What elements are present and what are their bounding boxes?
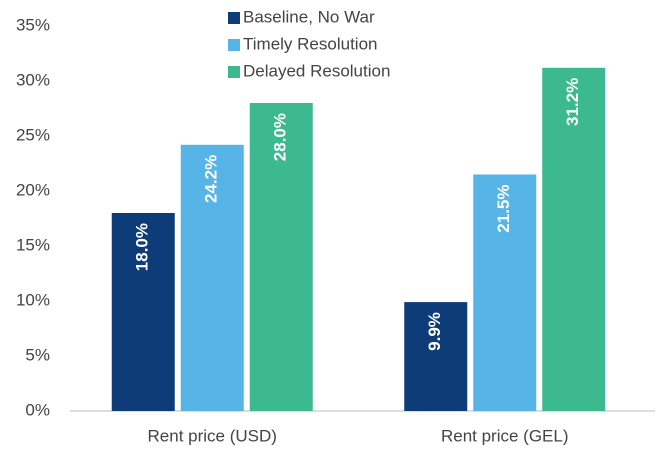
- y-tick-label: 0%: [25, 400, 50, 419]
- y-tick-label: 15%: [16, 235, 50, 254]
- data-label: 31.2%: [563, 78, 582, 126]
- bar: [180, 144, 244, 412]
- y-tick-label: 35%: [16, 15, 50, 34]
- legend-label: Delayed Resolution: [243, 61, 390, 80]
- legend-label: Baseline, No War: [243, 7, 375, 26]
- legend-label: Timely Resolution: [243, 34, 377, 53]
- y-tick-label: 30%: [16, 70, 50, 89]
- data-label: 18.0%: [133, 223, 152, 271]
- y-tick-label: 20%: [16, 180, 50, 199]
- y-tick-label: 5%: [25, 345, 50, 364]
- bar: [404, 302, 468, 411]
- y-tick-label: 25%: [16, 125, 50, 144]
- bar: [473, 174, 537, 411]
- data-label: 24.2%: [202, 155, 221, 203]
- data-label: 9.9%: [425, 312, 444, 351]
- x-tick-label: Rent price (USD): [148, 426, 277, 445]
- y-tick-label: 10%: [16, 290, 50, 309]
- legend-swatch: [228, 66, 240, 78]
- bar: [111, 213, 175, 411]
- data-label: 21.5%: [494, 185, 513, 233]
- x-tick-label: Rent price (GEL): [441, 426, 569, 445]
- legend-swatch: [228, 12, 240, 24]
- data-label: 28.0%: [271, 113, 290, 161]
- legend-swatch: [228, 39, 240, 51]
- bar: [542, 67, 606, 412]
- bar: [249, 103, 313, 411]
